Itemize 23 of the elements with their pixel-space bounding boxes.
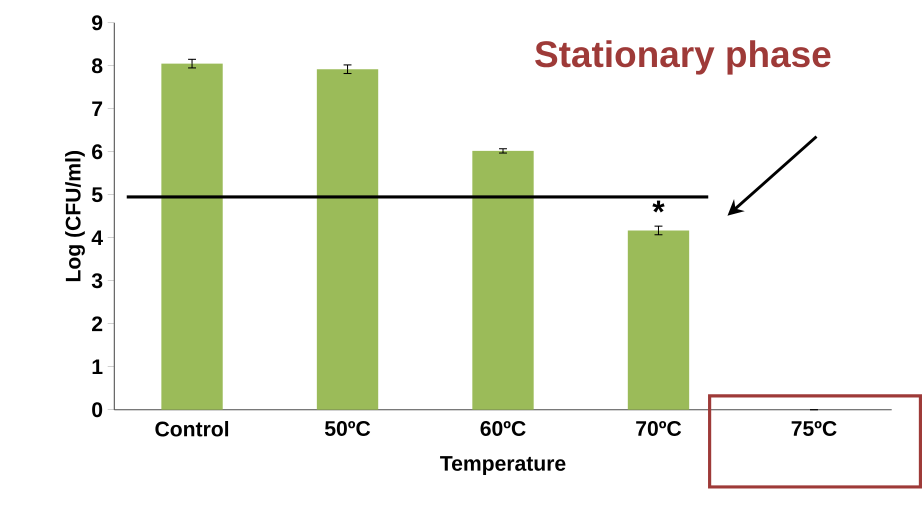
bar xyxy=(161,64,223,410)
x-tick-label: 70ºC xyxy=(636,421,682,436)
chart-title: Stationary phase xyxy=(535,40,830,75)
y-tick-label: 4 xyxy=(92,230,103,246)
y-tick-label: 0 xyxy=(92,402,102,418)
y-tick-label: 3 xyxy=(92,273,102,288)
y-tick-label: 6 xyxy=(92,144,102,160)
bar xyxy=(472,151,534,410)
bar xyxy=(628,230,690,410)
x-tick-label: 60ºC xyxy=(480,421,526,436)
y-tick-label: 8 xyxy=(92,58,102,74)
y-tick-label: 2 xyxy=(92,316,102,332)
x-tick-label: Control xyxy=(155,421,228,437)
y-tick-label: 5 xyxy=(92,188,102,202)
bar xyxy=(316,69,378,410)
x-axis-title: Temperature xyxy=(440,456,566,476)
annotation: * xyxy=(652,200,665,213)
y-tick-label: 9 xyxy=(92,15,102,30)
x-tick-label: 75ºC xyxy=(792,421,837,436)
y-tick-label: 7 xyxy=(92,102,102,116)
x-tick-label: 50ºC xyxy=(324,421,370,436)
y-tick-label: 1 xyxy=(92,360,102,374)
y-axis-title: Log (CFU/ml) xyxy=(65,151,85,282)
